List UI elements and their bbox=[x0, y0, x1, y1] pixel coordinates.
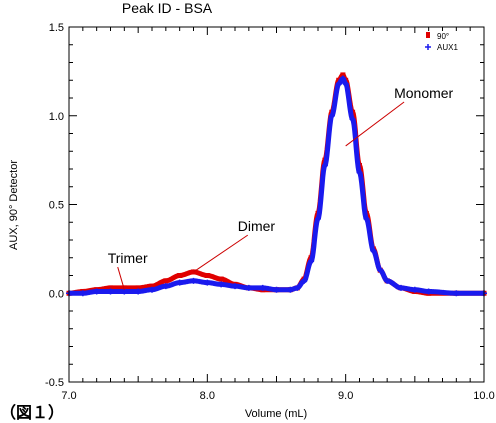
data-point bbox=[294, 284, 301, 291]
data-point bbox=[301, 277, 308, 284]
figure-caption: （図１） bbox=[0, 403, 65, 422]
data-point bbox=[384, 277, 391, 284]
legend-marker bbox=[426, 32, 430, 38]
data-point bbox=[232, 283, 238, 290]
data-point bbox=[177, 273, 183, 278]
data-point bbox=[79, 290, 86, 297]
y-tick-label: 1.5 bbox=[49, 22, 64, 34]
data-point bbox=[370, 247, 377, 254]
data-point bbox=[425, 288, 432, 295]
x-tick-label: 9.0 bbox=[338, 390, 353, 402]
annotation-layer: Trimer Dimer Monomer bbox=[108, 85, 454, 290]
data-point bbox=[135, 288, 142, 295]
data-point bbox=[204, 279, 211, 286]
annotation-dimer: Dimer bbox=[238, 218, 276, 234]
data-point bbox=[308, 258, 315, 265]
data-point bbox=[204, 273, 210, 278]
data-point bbox=[363, 215, 370, 222]
data-point bbox=[339, 75, 346, 82]
data-point bbox=[328, 112, 335, 119]
y-tick-label: 0.5 bbox=[49, 200, 64, 212]
y-axis-label: AUX, 90° Detector bbox=[8, 160, 20, 250]
annotation-trimer: Trimer bbox=[108, 250, 148, 266]
data-point bbox=[377, 267, 384, 274]
annotation-monomer: Monomer bbox=[394, 85, 453, 101]
x-axis-label: Volume (mL) bbox=[245, 408, 307, 420]
data-point bbox=[335, 80, 342, 87]
data-point bbox=[162, 283, 169, 290]
annotation-leader bbox=[193, 234, 249, 273]
data-point bbox=[245, 284, 252, 291]
y-tick-label: 0.0 bbox=[49, 288, 64, 300]
data-point bbox=[108, 285, 113, 291]
x-tick-label: 7.0 bbox=[61, 390, 76, 402]
data-point bbox=[149, 283, 155, 289]
series-AUX1 bbox=[66, 75, 487, 297]
legend: 90° AUX1 bbox=[425, 32, 458, 52]
annotation-leader bbox=[345, 101, 405, 147]
chart-title: Peak ID - BSA bbox=[122, 0, 213, 16]
data-point bbox=[149, 286, 155, 293]
data-point bbox=[93, 288, 100, 295]
data-point bbox=[190, 277, 197, 284]
annotation-leader bbox=[117, 266, 125, 290]
data-point bbox=[356, 169, 363, 176]
data-point bbox=[321, 162, 328, 169]
data-point bbox=[218, 276, 224, 282]
plot-frame bbox=[68, 26, 485, 383]
data-point bbox=[411, 286, 418, 293]
x-tick-label: 8.0 bbox=[200, 390, 215, 402]
data-point bbox=[259, 284, 266, 291]
data-point bbox=[176, 279, 183, 286]
ticks-layer: 7.0 8.0 9.0 10.0 1.5 1.0 0.5 0.0 -0.5 bbox=[45, 22, 495, 402]
data-point bbox=[453, 290, 460, 297]
data-point bbox=[218, 281, 225, 288]
data-point bbox=[287, 286, 294, 293]
data-point bbox=[107, 288, 114, 295]
legend-marker bbox=[425, 44, 431, 50]
data-point bbox=[349, 116, 356, 123]
data-point bbox=[342, 80, 349, 87]
legend-label: AUX1 bbox=[437, 43, 458, 52]
data-point bbox=[163, 278, 169, 284]
y-tick-label: -0.5 bbox=[45, 377, 64, 389]
series-layer bbox=[66, 72, 487, 297]
data-point bbox=[135, 285, 141, 291]
data-point bbox=[340, 72, 346, 78]
legend-label: 90° bbox=[437, 32, 449, 41]
y-tick-label: 1.0 bbox=[49, 111, 64, 123]
data-point bbox=[398, 284, 404, 291]
data-point bbox=[315, 215, 321, 222]
x-tick-label: 10.0 bbox=[473, 390, 494, 402]
data-point bbox=[273, 286, 280, 293]
